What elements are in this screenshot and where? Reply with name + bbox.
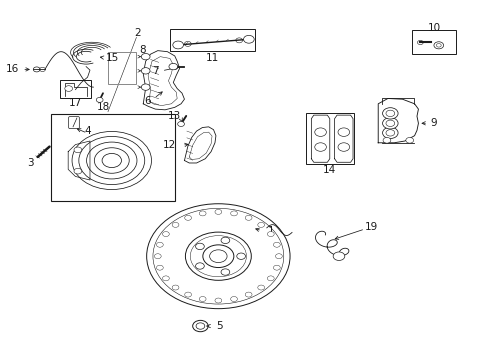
Text: 14: 14: [323, 166, 337, 175]
Circle shape: [245, 215, 252, 220]
Circle shape: [383, 108, 398, 119]
Circle shape: [333, 252, 345, 260]
Text: 17: 17: [69, 98, 82, 108]
Circle shape: [338, 143, 350, 151]
Circle shape: [275, 254, 282, 259]
Circle shape: [231, 211, 238, 216]
Circle shape: [244, 35, 254, 43]
Text: 8: 8: [139, 45, 146, 55]
Circle shape: [196, 263, 204, 269]
Circle shape: [245, 292, 252, 297]
Circle shape: [154, 254, 161, 259]
Circle shape: [163, 276, 170, 281]
Text: 2: 2: [134, 28, 141, 37]
Circle shape: [172, 285, 179, 290]
Text: 10: 10: [427, 23, 441, 33]
Circle shape: [268, 276, 274, 281]
Circle shape: [141, 84, 150, 90]
Circle shape: [221, 237, 230, 244]
Circle shape: [65, 86, 73, 91]
Circle shape: [185, 292, 192, 297]
Text: 4: 4: [84, 126, 91, 136]
Text: 5: 5: [216, 321, 222, 331]
Circle shape: [185, 215, 192, 220]
Circle shape: [268, 231, 274, 237]
Text: 18: 18: [97, 102, 110, 112]
Circle shape: [215, 298, 222, 303]
Circle shape: [96, 98, 103, 102]
Circle shape: [163, 231, 170, 237]
Circle shape: [199, 211, 206, 216]
Circle shape: [273, 265, 280, 270]
Text: 15: 15: [106, 53, 119, 63]
Text: 6: 6: [144, 96, 150, 106]
Circle shape: [383, 127, 398, 139]
Text: 19: 19: [365, 222, 378, 232]
Circle shape: [338, 128, 350, 136]
Circle shape: [237, 253, 245, 260]
Circle shape: [172, 222, 179, 228]
Circle shape: [406, 138, 414, 143]
Text: 11: 11: [205, 53, 219, 63]
Circle shape: [315, 128, 326, 136]
Circle shape: [258, 222, 265, 228]
Circle shape: [196, 243, 204, 249]
Text: 7: 7: [152, 66, 159, 76]
Circle shape: [199, 297, 206, 301]
Text: 16: 16: [6, 64, 19, 75]
Circle shape: [156, 265, 163, 270]
Text: 12: 12: [163, 140, 176, 150]
Circle shape: [74, 168, 82, 174]
Circle shape: [383, 118, 398, 129]
Circle shape: [383, 138, 391, 143]
Circle shape: [258, 285, 265, 290]
Circle shape: [178, 122, 184, 126]
Text: 1: 1: [268, 226, 275, 236]
Circle shape: [221, 269, 230, 275]
Circle shape: [141, 68, 150, 74]
Circle shape: [173, 41, 183, 49]
Circle shape: [215, 210, 222, 215]
Circle shape: [273, 242, 280, 247]
Circle shape: [74, 147, 82, 153]
Text: 3: 3: [27, 158, 34, 168]
Circle shape: [315, 143, 326, 151]
Circle shape: [156, 242, 163, 247]
Circle shape: [231, 297, 238, 301]
Text: 13: 13: [168, 111, 181, 121]
Text: 9: 9: [430, 118, 437, 128]
Circle shape: [141, 54, 150, 60]
Circle shape: [169, 63, 178, 70]
